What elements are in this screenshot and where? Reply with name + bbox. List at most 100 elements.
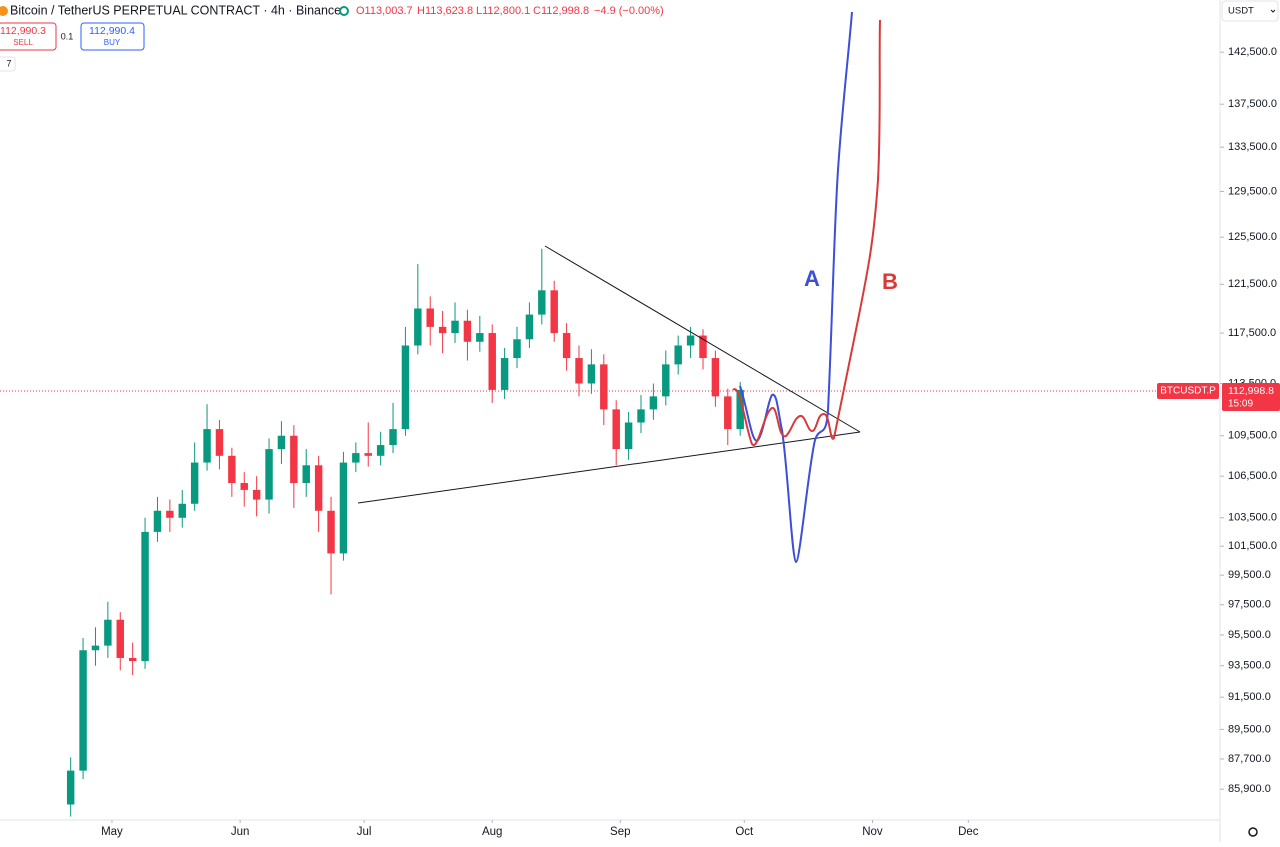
candle-body (401, 345, 410, 430)
price-tag-price: 112,998.8 (1228, 385, 1274, 397)
x-tick-label: Jun (231, 826, 250, 838)
candle-body (104, 619, 112, 646)
candle-body (674, 345, 682, 365)
candle-body (488, 333, 496, 390)
candle-body (66, 770, 75, 805)
symbol-tag (1157, 383, 1219, 399)
ohlc: C112,998.8 (533, 5, 589, 17)
buy-button[interactable] (80, 22, 145, 51)
candle-body (314, 465, 323, 511)
candle-body (91, 645, 100, 651)
candle-body (240, 483, 248, 490)
indicator-toggle[interactable] (0, 56, 16, 72)
candle-body (562, 333, 571, 359)
candle-body (352, 453, 360, 463)
candle-body (686, 335, 695, 346)
trendline (544, 245, 861, 433)
candle-body (550, 290, 558, 334)
candle-body (228, 455, 236, 484)
x-tick-label: Oct (735, 826, 754, 838)
candle-body (290, 435, 298, 484)
candle-body (128, 657, 137, 662)
currency-select[interactable] (1221, 0, 1279, 22)
market-status (339, 6, 349, 16)
candle-body (711, 358, 720, 397)
y-tick-label: 99,500.0 (1228, 569, 1271, 581)
candle-body (79, 650, 87, 771)
candle-body (513, 339, 521, 359)
candle-body (364, 453, 372, 456)
projection-b (732, 19, 881, 446)
candle-body (438, 326, 447, 334)
candle-body (414, 308, 422, 346)
y-tick-label: 85,900.0 (1228, 783, 1271, 795)
x-tick-label: Dec (958, 826, 979, 838)
candle-body (426, 308, 434, 327)
y-tick-label: 91,500.0 (1228, 691, 1271, 703)
candle-body (277, 435, 286, 450)
y-tick-label: 87,700.0 (1228, 753, 1271, 765)
y-tick-label: 117,500.0 (1228, 327, 1276, 339)
candle-body (637, 409, 645, 423)
y-tick-label: 106,500.0 (1228, 470, 1277, 482)
y-tick-label: 93,500.0 (1228, 660, 1271, 672)
y-tick-label: 142,500.0 (1228, 46, 1277, 58)
y-tick-label: 133,500.0 (1228, 141, 1277, 153)
symbol-tag-text: BTCUSDT.P (1160, 386, 1216, 397)
y-tick-label: 121,500.0 (1228, 278, 1277, 290)
symbol-icon (0, 6, 8, 16)
drawing-label: A (804, 266, 820, 291)
candle-body (190, 462, 199, 504)
candle-body (724, 396, 732, 430)
buy-price: 112,990.4 (89, 25, 135, 37)
x-tick-label: Sep (610, 826, 630, 838)
price-tag-countdown: 15:09 (1228, 399, 1253, 410)
candle-body (476, 333, 484, 342)
candle-body (736, 389, 744, 430)
candle-body (215, 429, 224, 456)
price-axis: 142,500.0 137,500.0 133,500.0 129,500.0 125,… (1220, 46, 1277, 795)
candle-body (649, 396, 658, 410)
candle-body (252, 489, 261, 500)
candle-body (662, 364, 670, 397)
candle-body (376, 445, 385, 456)
dropdown-arrow (1270, 9, 1276, 13)
price-tag (1222, 383, 1280, 411)
candle-body (575, 358, 583, 384)
x-tick-label: May (101, 826, 123, 838)
y-tick-label: 97,500.0 (1228, 599, 1271, 611)
candle-body (525, 314, 534, 340)
settings-icon[interactable] (1248, 827, 1258, 837)
candle-body (141, 531, 149, 662)
candle-body (500, 358, 509, 390)
spread: 0.1 (61, 31, 74, 41)
candle-body (302, 465, 310, 484)
x-tick-label: Aug (482, 826, 502, 838)
sell-label: SELL (13, 38, 33, 47)
ohlc: H113,623.8 (417, 5, 473, 17)
drawing-label: B (882, 269, 898, 294)
candle-body (612, 409, 620, 450)
candle-body (587, 364, 596, 384)
y-tick-label: 125,500.0 (1228, 231, 1277, 243)
y-tick-label: 95,500.0 (1228, 629, 1271, 641)
currency: USDT (1228, 6, 1254, 17)
candle-body (451, 320, 459, 334)
sell-button[interactable] (0, 22, 57, 51)
y-tick-label: 109,500.0 (1228, 430, 1277, 442)
candle-body (538, 290, 546, 315)
ohlc: O113,003.7 (356, 5, 413, 17)
sell-price: 112,990.3 (0, 25, 46, 37)
y-tick-label: 129,500.0 (1228, 185, 1277, 197)
candle-body (463, 320, 472, 342)
candle-body (178, 503, 186, 518)
ohlc: −4.9 (−0.00%) (594, 5, 664, 17)
candle-body (116, 619, 124, 658)
y-tick-label: 103,500.0 (1228, 512, 1277, 524)
projection-a (739, 11, 853, 564)
symbol-title[interactable]: Bitcoin / TetherUS PERPETUAL CONTRACT · … (10, 3, 341, 17)
candle-body (339, 462, 348, 554)
candles (66, 248, 744, 817)
